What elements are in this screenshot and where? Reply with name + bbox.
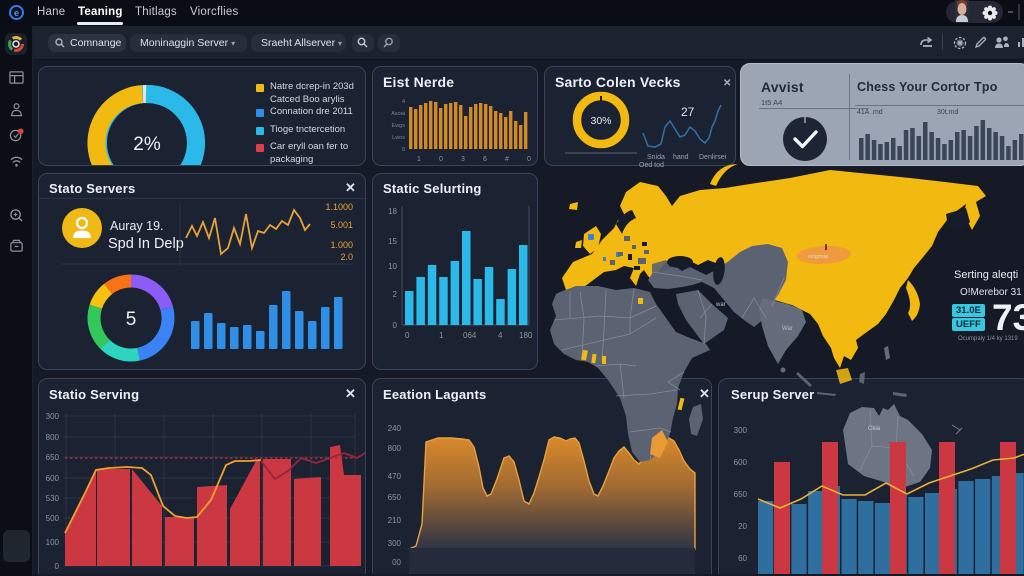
svg-text:500: 500 bbox=[46, 514, 60, 523]
svg-text:210: 210 bbox=[388, 516, 402, 525]
svg-text:3: 3 bbox=[461, 156, 465, 163]
svg-text:180: 180 bbox=[519, 331, 533, 340]
svg-text:530: 530 bbox=[46, 494, 60, 503]
svg-text:27: 27 bbox=[681, 105, 695, 119]
svg-text:600: 600 bbox=[46, 474, 60, 483]
svg-text:650: 650 bbox=[388, 493, 402, 502]
svg-text:10: 10 bbox=[388, 262, 397, 271]
svg-text:00: 00 bbox=[392, 558, 401, 567]
svg-text:650: 650 bbox=[46, 453, 60, 462]
svg-text:2: 2 bbox=[393, 290, 398, 299]
svg-text:1.000: 1.000 bbox=[330, 240, 353, 250]
svg-text:xxigmae: xxigmae bbox=[808, 254, 828, 260]
svg-text:20: 20 bbox=[738, 522, 747, 531]
svg-text:Oed tod: Oed tod bbox=[639, 162, 664, 169]
svg-text:6: 6 bbox=[483, 156, 487, 163]
svg-text:60: 60 bbox=[738, 554, 747, 563]
svg-text:300: 300 bbox=[388, 539, 402, 548]
svg-text:Asoai: Asoai bbox=[391, 111, 405, 117]
svg-text:e: e bbox=[14, 8, 19, 19]
svg-text:650: 650 bbox=[734, 490, 748, 499]
svg-text:300: 300 bbox=[734, 426, 748, 435]
svg-text:4: 4 bbox=[402, 99, 405, 105]
svg-text:470: 470 bbox=[388, 472, 402, 481]
svg-text:0: 0 bbox=[393, 321, 398, 330]
svg-text:600: 600 bbox=[734, 458, 748, 467]
svg-text:Ewgs: Ewgs bbox=[392, 123, 406, 129]
svg-text:0: 0 bbox=[405, 331, 410, 340]
svg-text:5: 5 bbox=[126, 309, 137, 330]
svg-text:1: 1 bbox=[417, 156, 421, 163]
svg-text:Ckia: Ckia bbox=[868, 426, 881, 432]
svg-text:4: 4 bbox=[498, 331, 503, 340]
svg-text:Spd In Delp: Spd In Delp bbox=[108, 236, 184, 252]
svg-text:0: 0 bbox=[55, 562, 60, 571]
svg-text:Denlirsei: Denlirsei bbox=[699, 154, 727, 161]
svg-text:064: 064 bbox=[463, 331, 477, 340]
svg-text:2.0: 2.0 bbox=[340, 252, 353, 262]
svg-text:18: 18 bbox=[388, 207, 397, 216]
svg-text:240: 240 bbox=[388, 424, 402, 433]
svg-text:1: 1 bbox=[439, 331, 444, 340]
svg-text:15: 15 bbox=[388, 237, 397, 246]
svg-text:0: 0 bbox=[439, 156, 443, 163]
svg-text:100: 100 bbox=[46, 538, 60, 547]
svg-text:0: 0 bbox=[527, 156, 531, 163]
svg-text:800: 800 bbox=[46, 433, 60, 442]
svg-text:1.1000: 1.1000 bbox=[325, 202, 353, 212]
svg-text:Auray 19.: Auray 19. bbox=[110, 219, 164, 233]
svg-text:0: 0 bbox=[402, 147, 405, 153]
svg-text:30%: 30% bbox=[590, 115, 611, 127]
svg-text:War: War bbox=[782, 326, 793, 332]
svg-text:300: 300 bbox=[46, 412, 60, 421]
svg-text:Snida: Snida bbox=[647, 154, 665, 161]
svg-text:2%: 2% bbox=[133, 134, 161, 155]
svg-text:war: war bbox=[715, 302, 726, 308]
svg-text:800: 800 bbox=[388, 444, 402, 453]
svg-text:hand: hand bbox=[673, 154, 689, 161]
svg-text:Lwos: Lwos bbox=[392, 135, 405, 141]
svg-text:5.001: 5.001 bbox=[330, 220, 353, 230]
svg-text:#: # bbox=[505, 156, 509, 163]
